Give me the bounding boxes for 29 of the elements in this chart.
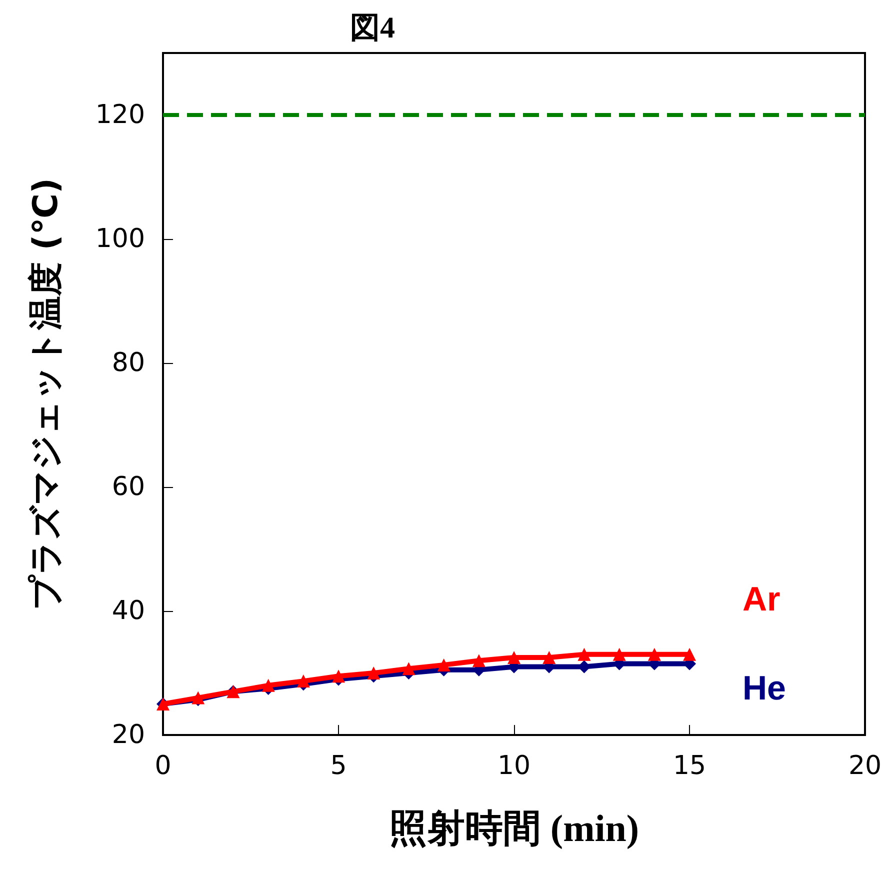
- series-label: Ar: [742, 580, 780, 618]
- x-axis-title: 照射時間 (min): [388, 808, 640, 850]
- point: [578, 648, 591, 661]
- point: [332, 670, 345, 683]
- point: [262, 678, 275, 692]
- point: [472, 654, 486, 668]
- y-tick-label: 120: [95, 100, 145, 130]
- y-tick-label: 60: [112, 472, 145, 502]
- x-tick-label: 15: [672, 751, 706, 781]
- point: [402, 662, 416, 676]
- y-tick-label: 20: [112, 720, 145, 750]
- x-tick-label: 5: [330, 751, 347, 781]
- y-tick-label: 40: [112, 596, 145, 626]
- point: [508, 651, 520, 664]
- chart-title: 図4: [350, 12, 395, 44]
- point: [683, 648, 696, 661]
- point: [648, 648, 661, 661]
- point: [367, 666, 380, 680]
- point: [296, 674, 310, 688]
- x-tick-label: 20: [848, 751, 882, 781]
- y-tick-label: 100: [95, 224, 145, 254]
- y-axis-title: プラズマジェット温度 (℃): [26, 178, 66, 610]
- point: [437, 658, 450, 672]
- series-label: He: [742, 670, 786, 708]
- point: [612, 648, 626, 661]
- x-tick-label: 10: [497, 751, 531, 781]
- point: [542, 651, 556, 664]
- y-tick-label: 80: [112, 348, 145, 378]
- x-tick-label: 0: [154, 751, 172, 781]
